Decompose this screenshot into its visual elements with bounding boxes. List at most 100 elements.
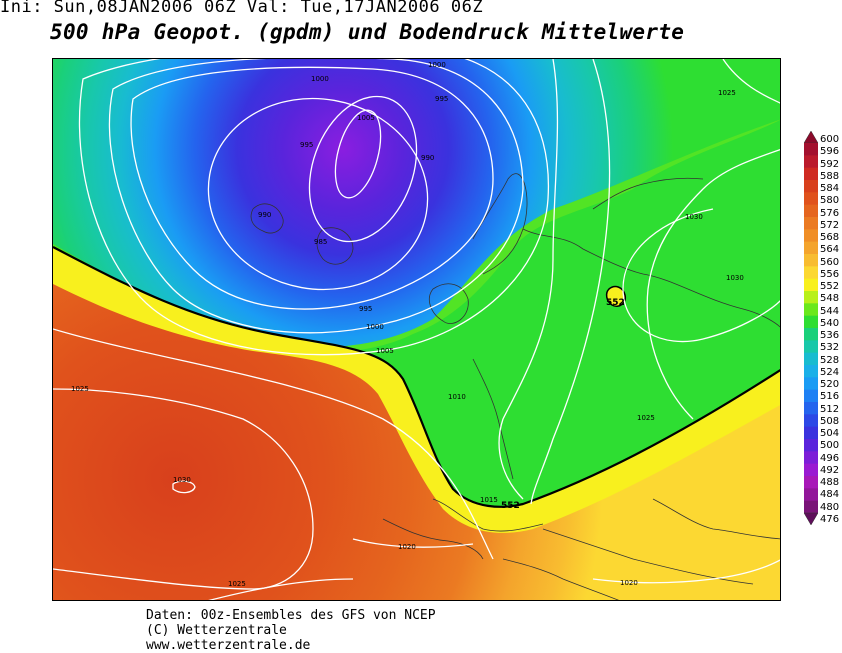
colorbar-cell xyxy=(804,377,818,391)
isobar-label: 1025 xyxy=(718,89,736,97)
colorbar-cell xyxy=(804,352,818,366)
footer-credits: Daten: 00z-Ensembles des GFS von NCEP (C… xyxy=(146,608,436,653)
colorbar-cell xyxy=(804,278,818,292)
isobar-label: 1020 xyxy=(620,579,638,587)
color-scale-bar xyxy=(804,131,818,525)
colorbar-level-label: 504 xyxy=(820,428,840,439)
copyright: (C) Wetterzentrale xyxy=(146,623,287,638)
colorbar-level-label: 568 xyxy=(820,232,840,243)
colorbar-level-label: 532 xyxy=(820,342,840,354)
colorbar-level-label: 528 xyxy=(820,354,840,366)
colorbar-level-label: 492 xyxy=(820,464,840,476)
colorbar-cell xyxy=(804,328,818,341)
colorbar-level-label: 516 xyxy=(820,391,840,403)
isobar-label: 1000 xyxy=(311,75,329,83)
isobar-label: 995 xyxy=(359,305,372,313)
colorbar-level-label: 576 xyxy=(820,207,840,219)
colorbar-cell xyxy=(804,291,818,304)
colorbar-level-label: 520 xyxy=(820,379,840,390)
colorbar-cell xyxy=(804,254,818,267)
colorbar-level-label: 544 xyxy=(820,305,840,317)
weather-map: 1000 1000 995 1005 995 990 985 990 995 1… xyxy=(52,58,781,601)
geopotential-label: 552 xyxy=(606,298,625,308)
chart-title: 500 hPa Geopot. (gpdm) und Bodendruck Mi… xyxy=(50,20,685,44)
colorbar-cell xyxy=(804,217,818,230)
colorbar-cell xyxy=(804,426,818,440)
isobar-label: 1025 xyxy=(228,580,246,588)
colorbar-level-label: 572 xyxy=(820,219,840,231)
colorbar-cell xyxy=(804,389,818,403)
isobar-label: 1025 xyxy=(71,385,89,393)
colorbar-level-label: 540 xyxy=(820,317,840,329)
colorbar-cell xyxy=(804,414,818,428)
contour-552-blob xyxy=(605,285,627,307)
isobar-label: 1005 xyxy=(357,114,375,122)
coastlines xyxy=(250,173,780,600)
isobar-label: 990 xyxy=(421,154,434,162)
isobar-label: 1000 xyxy=(366,323,384,331)
colorbar-level-label: 548 xyxy=(820,293,840,305)
isobar-label: 990 xyxy=(258,211,271,219)
run-info: Ini: Sun,08JAN2006 06Z Val: Tue,17JAN200… xyxy=(0,0,484,17)
colorbar-cell xyxy=(804,155,818,169)
colorbar-level-label: 476 xyxy=(820,513,840,525)
colorbar-level-label: 508 xyxy=(820,415,840,427)
isobar-label: 1030 xyxy=(726,274,744,282)
colorbar-cell xyxy=(804,192,818,206)
isobar-label: 995 xyxy=(435,95,448,103)
isobar-label: 1005 xyxy=(376,347,394,355)
isobar-labels: 1000 1000 995 1005 995 990 985 990 995 1… xyxy=(71,61,744,588)
colorbar-cell xyxy=(804,365,818,378)
colorbar-cell xyxy=(804,463,818,477)
colorbar-bottom-arrow xyxy=(804,512,818,525)
colorbar-level-label: 488 xyxy=(820,477,840,488)
isobar-label: 1015 xyxy=(480,496,498,504)
colorbar-level-label: 500 xyxy=(820,440,840,452)
contour-552-line xyxy=(53,246,780,508)
isobar-label: 995 xyxy=(300,141,313,149)
colorbar-level-label: 524 xyxy=(820,366,840,378)
colorbar-cell xyxy=(804,229,818,243)
isobar-label: 1025 xyxy=(637,414,655,422)
colorbar-level-label: 588 xyxy=(820,170,840,182)
colorbar-cell xyxy=(804,439,818,452)
colorbar-cell xyxy=(804,476,818,489)
colorbar-level-label: 556 xyxy=(820,268,840,280)
colorbar-cell xyxy=(804,143,818,156)
colorbar-cell xyxy=(804,488,818,502)
isobar-label: 1030 xyxy=(173,476,191,484)
colorbar-cell xyxy=(804,451,818,465)
isobar-label: 1010 xyxy=(448,393,466,401)
colorbar-cell xyxy=(804,340,818,354)
colorbar-level-label: 596 xyxy=(820,146,840,158)
colorbar-level-label: 512 xyxy=(820,403,840,415)
colorbar-cell xyxy=(804,167,818,181)
geopotential-label: 552 xyxy=(501,501,520,511)
colorbar-cell xyxy=(804,402,818,415)
colorbar-top-arrow xyxy=(804,131,818,144)
colorbar-level-label: 564 xyxy=(820,244,840,256)
colorbar-level-label: 600 xyxy=(820,134,840,145)
data-source: Daten: 00z-Ensembles des GFS von NCEP xyxy=(146,608,436,623)
colorbar-level-label: 496 xyxy=(820,452,840,464)
colorbar-level-label: 484 xyxy=(820,489,840,501)
colorbar-cell xyxy=(804,180,818,193)
colorbar-level-label: 552 xyxy=(820,281,840,292)
colorbar-cell xyxy=(804,303,818,317)
colorbar-level-label: 584 xyxy=(820,183,840,194)
colorbar-cell xyxy=(804,241,818,255)
website-link[interactable]: www.wetterzentrale.de xyxy=(146,638,311,653)
geopotential-labels: 552 552 xyxy=(501,298,625,511)
colorbar-cell xyxy=(804,204,818,218)
colorbar-cell xyxy=(804,266,818,280)
isobar-label: 1020 xyxy=(398,543,416,551)
colorbar-level-label: 480 xyxy=(820,501,840,513)
low-field xyxy=(53,59,780,348)
colorbar-cell xyxy=(804,500,818,514)
isobars xyxy=(53,59,780,600)
colorbar-cell xyxy=(804,315,818,329)
colorbar-level-label: 560 xyxy=(820,256,840,268)
colorbar-level-label: 580 xyxy=(820,195,840,207)
isobar-label: 985 xyxy=(314,238,327,246)
colorbar-level-label: 592 xyxy=(820,158,840,170)
